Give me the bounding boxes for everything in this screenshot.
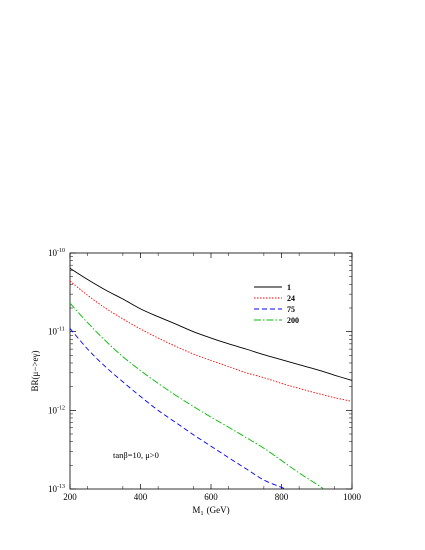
y-tick-base: 10 [48, 405, 58, 415]
series-line-24 [69, 280, 353, 402]
x-axis-label-main: M [192, 505, 200, 515]
y-tick-exponent: -13 [57, 484, 65, 490]
y-axis-label: BR(μ−>eγ) [30, 351, 40, 392]
y-tick-exponent: -11 [57, 327, 65, 333]
x-tick-label: 400 [134, 492, 148, 502]
legend-label-75: 75 [287, 305, 295, 314]
x-tick-label: 200 [63, 492, 77, 502]
x-tick-label: 1000 [343, 492, 362, 502]
x-axis-label-subscript: 1 [200, 510, 203, 517]
y-tick-base: 10 [48, 248, 58, 258]
legend-label-200: 200 [287, 316, 299, 325]
series-line-75 [69, 328, 286, 490]
x-axis-label-unit: (GeV) [207, 505, 230, 515]
y-tick-label: 10-10 [48, 248, 65, 258]
x-tick-label: 800 [275, 492, 289, 502]
y-tick-label: 10-11 [48, 327, 65, 337]
series-line-1 [69, 267, 353, 381]
legend: 1 24 75 200 [254, 283, 299, 325]
y-tick-label: 10-13 [48, 484, 65, 494]
x-tick-label: 600 [204, 492, 218, 502]
y-tick-base: 10 [48, 484, 58, 494]
x-axis-label: M1 (GeV) [192, 505, 229, 517]
y-tick-exponent: -10 [57, 248, 65, 254]
legend-label-1: 1 [287, 283, 291, 292]
series-lines [69, 267, 353, 490]
y-tick-base: 10 [48, 327, 58, 337]
parameter-annotation: tanβ=10, μ>0 [113, 450, 159, 460]
series-line-200 [69, 302, 325, 490]
y-tick-exponent: -12 [57, 405, 65, 411]
legend-label-24: 24 [287, 294, 295, 303]
y-tick-label: 10-12 [48, 405, 65, 415]
